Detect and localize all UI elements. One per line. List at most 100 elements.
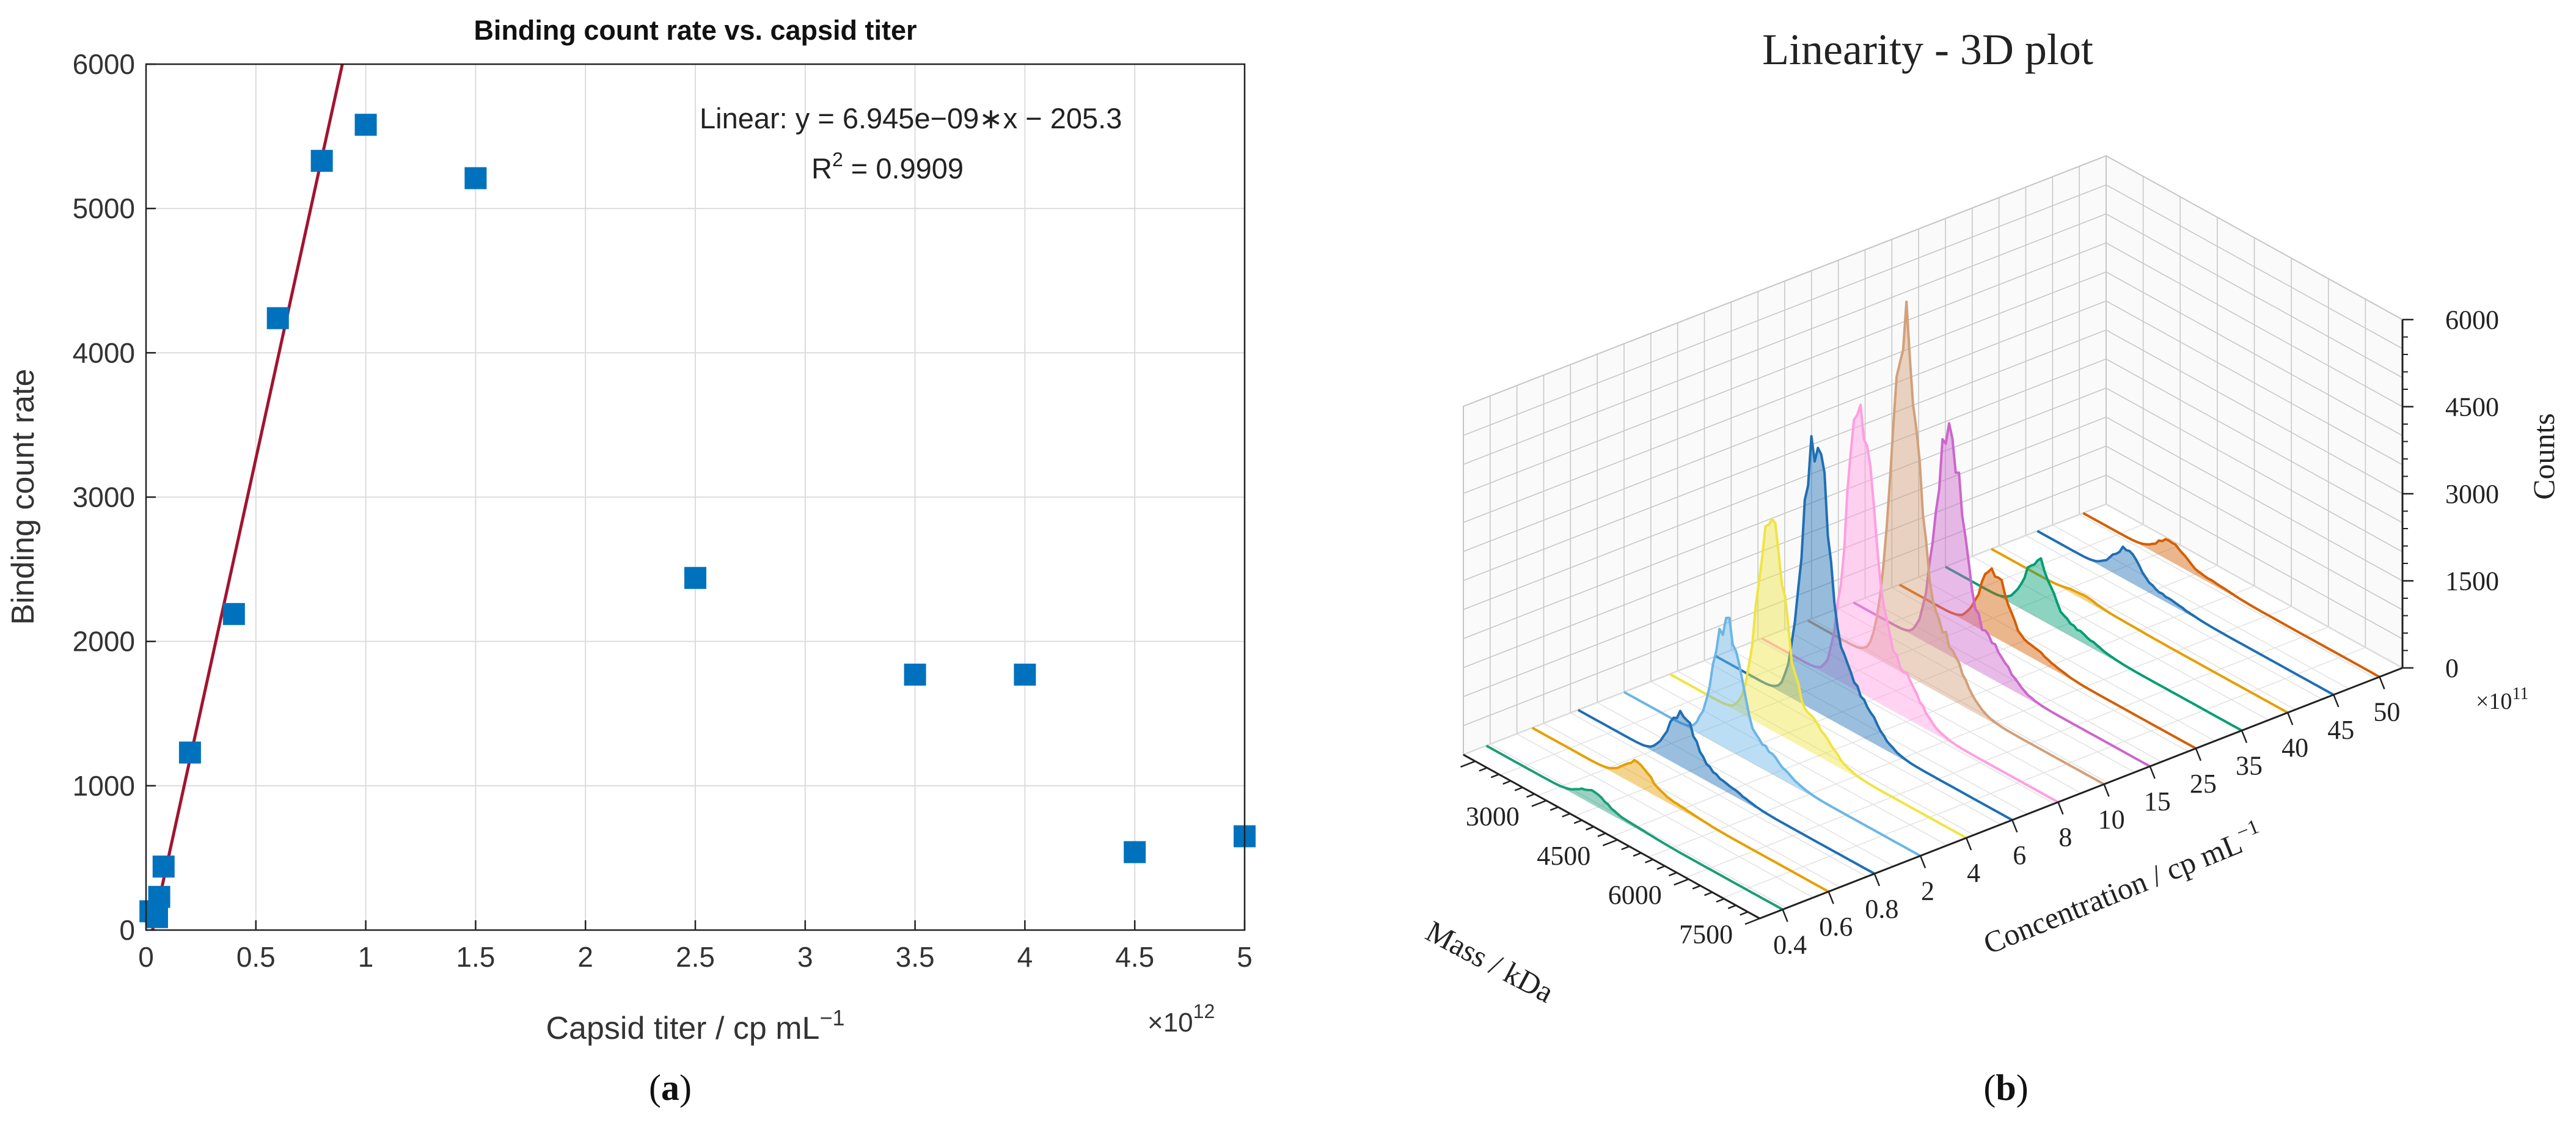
mass-tick-mark: [1562, 813, 1571, 818]
mass-tick-mark: [1656, 865, 1666, 870]
concentration-tick-mark: [2057, 802, 2064, 815]
floor-gridline: [1650, 681, 1948, 846]
chart-b-title: Linearity - 3D plot: [1762, 25, 2093, 74]
mass-axis-label: Mass / kDa: [1421, 914, 1559, 1009]
x-tick-label: 2.5: [676, 941, 715, 973]
concentration-tick-mark: [2286, 712, 2294, 725]
mass-tick-mark: [1716, 898, 1725, 903]
trace-line: [1761, 403, 2059, 804]
concentration-tick-mark: [2333, 694, 2340, 708]
data-point: [145, 906, 168, 928]
concentration-tick-label: 4: [1967, 858, 1980, 888]
y-tick-label: 4000: [73, 337, 135, 368]
floor-gridline: [1999, 545, 2296, 710]
mass-tick-mark: [1727, 904, 1736, 909]
panel-a-scatter-chart: 0 0.5 1 1.5 2 2.5 3 3.5 4 4.5 5 0 1000 2000 3000 4000 5…: [5, 15, 1256, 1108]
mass-tick-label: 3000: [1466, 802, 1520, 832]
floor-gridline: [1704, 660, 2001, 825]
trace-fill: [1945, 558, 2242, 731]
mass-axis-line: [1463, 753, 1760, 920]
z-tick-label: 4500: [2445, 392, 2499, 422]
x-tick-label: 2: [577, 941, 593, 973]
concentration-tick-mark: [1919, 856, 1927, 868]
floor-gridline: [1757, 639, 2055, 804]
y-tick-label: 6000: [73, 48, 135, 80]
concentration-tick-label: 2: [1921, 876, 1934, 906]
floor-gridline: [1730, 650, 2028, 815]
concentration-tick-mark: [1782, 909, 1788, 922]
trace-line: [1485, 744, 1784, 911]
mass-tick-label: 7500: [1679, 919, 1733, 949]
floor-gridline: [1543, 723, 1840, 888]
z-tick-label: 0: [2445, 653, 2459, 683]
y-axis-ticks: 0 1000 2000 3000 4000 5000 6000: [73, 48, 156, 946]
concentration-tick-mark: [2241, 730, 2248, 743]
floor-gridline: [1918, 576, 2216, 742]
mass-tick-mark: [1645, 859, 1653, 863]
trace-line: [2036, 530, 2335, 696]
mass-tick-mark: [1740, 911, 1749, 916]
y-tick-label: 3000: [73, 482, 135, 513]
mass-tick-mark: [1744, 917, 1760, 925]
concentration-tick-label: 0.6: [1819, 912, 1853, 942]
trace-line: [1715, 434, 2013, 821]
mass-tick-mark: [1597, 832, 1606, 837]
y-tick-label: 0: [119, 914, 135, 946]
concentration-axis-line: [1759, 667, 2403, 920]
z-tick-label: 3000: [2445, 479, 2499, 509]
mass-tick-mark: [1573, 819, 1583, 824]
x-tick-label: 3.5: [896, 941, 935, 973]
trace-line: [1807, 300, 2105, 786]
x-tick-label: 4: [1017, 941, 1033, 973]
linear-fit-line: [151, 64, 344, 931]
x-axis-label: Capsid titer / cp mL−1: [546, 1005, 845, 1046]
concentration-tick-label: 10: [2098, 804, 2125, 834]
concentration-exponent: ×1011: [2476, 684, 2528, 714]
concentration-tick-mark: [1965, 837, 1972, 851]
trace-line: [1669, 518, 1967, 839]
concentration-tick-mark: [2149, 766, 2156, 779]
mass-tick-mark: [1460, 760, 1476, 768]
concentration-tick-mark: [1873, 873, 1881, 887]
concentration-tick-label: 35: [2236, 751, 2263, 781]
mass-tick-label: 4500: [1537, 841, 1590, 871]
data-point: [464, 167, 487, 189]
floor-gridline: [1811, 618, 2109, 783]
concentration-tick-label: 6: [2013, 840, 2026, 870]
trace-line: [1577, 709, 1875, 875]
data-points: [139, 114, 1256, 928]
data-point: [222, 603, 245, 625]
floor-gridline: [2052, 524, 2349, 689]
x-axis-ticks: 0 0.5 1 1.5 2 2.5 3 3.5 4 4.5 5: [138, 920, 1253, 973]
fit-r2-label: R2 = 0.9909: [811, 148, 964, 185]
floor-gridline: [1784, 629, 2082, 794]
floor-gridline: [1891, 587, 2189, 752]
mass-tick-mark: [1668, 871, 1677, 877]
y-tick-label: 2000: [73, 626, 135, 658]
y-axis-label: Binding count rate: [5, 368, 41, 625]
z-tick-label: 1500: [2445, 566, 2499, 596]
mass-tick-mark: [1479, 767, 1488, 772]
trace-line: [1531, 727, 1829, 893]
x-tick-label: 1: [358, 941, 374, 973]
mass-tick-mark: [1531, 799, 1547, 807]
trace-line: [1991, 548, 2289, 714]
concentration-tick-label: 0.8: [1865, 894, 1898, 924]
trace-line: [1853, 422, 2151, 768]
mass-tick-label: 6000: [1608, 880, 1662, 910]
data-point: [684, 566, 706, 589]
data-point: [904, 663, 926, 686]
x-tick-label: 0.5: [236, 941, 276, 973]
caption-b: (b): [1983, 1068, 2028, 1108]
mass-tick-mark: [1674, 878, 1689, 886]
mass-tick-mark: [1550, 806, 1559, 811]
panel-b-3d-plot: 3000 4500 6000 7500 0.4 0.6 0.8 2 4 6 8 10 15 25 35 40 4…: [1421, 25, 2561, 1108]
concentration-tick-label: 25: [2190, 769, 2217, 799]
x-axis-exponent: ×1012: [1147, 1000, 1215, 1038]
floor-gridline: [2106, 504, 2403, 669]
mass-tick-mark: [1526, 793, 1535, 798]
mass-tick-mark: [1602, 839, 1618, 846]
concentration-tick-label: 50: [2373, 697, 2400, 727]
fit-equation-label: Linear: y = 6.945e−09∗x − 205.3: [700, 102, 1122, 134]
